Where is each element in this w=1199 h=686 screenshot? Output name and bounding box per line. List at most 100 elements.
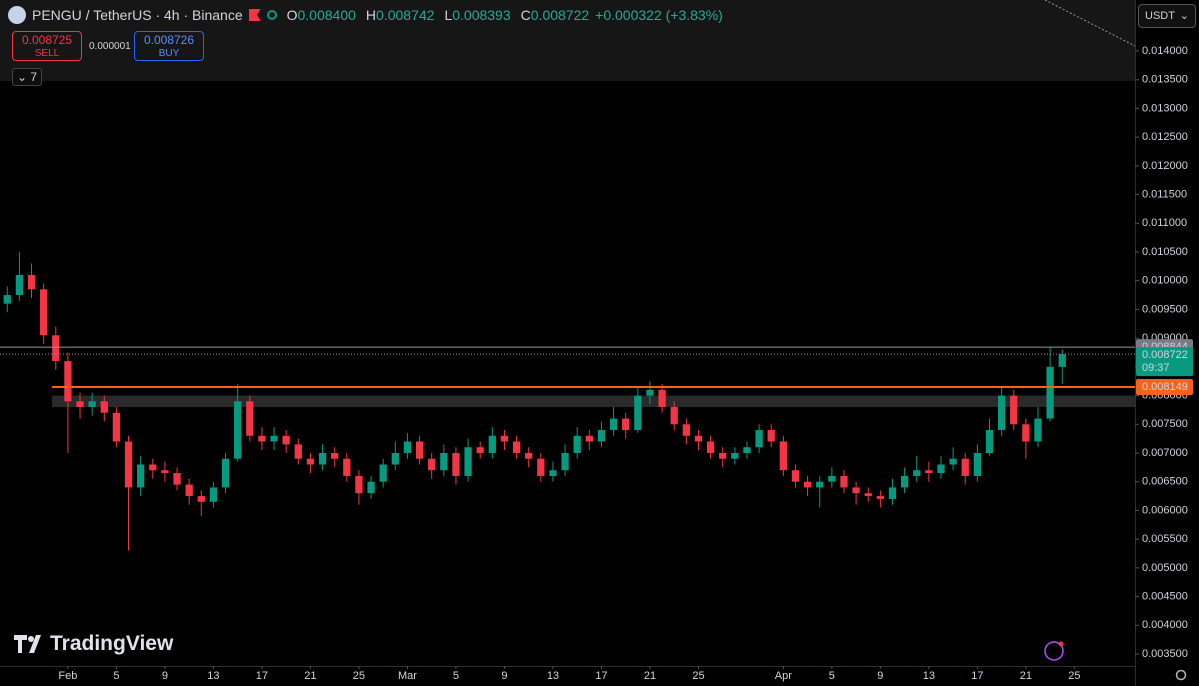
y-tick-label: 0.006500 bbox=[1142, 476, 1188, 488]
c-value: 0.008722 bbox=[530, 7, 590, 23]
buy-button[interactable]: 0.008726 BUY bbox=[134, 31, 204, 61]
candle-body bbox=[88, 401, 96, 408]
candle-body bbox=[379, 464, 387, 482]
candle-body bbox=[609, 418, 618, 431]
candle-body bbox=[76, 401, 84, 408]
candle-body bbox=[15, 274, 24, 296]
candle-body bbox=[997, 395, 1006, 431]
x-tick-label: 21 bbox=[644, 670, 656, 682]
candle-body bbox=[197, 496, 205, 502]
candle-body bbox=[525, 452, 533, 459]
x-tick-label: 25 bbox=[353, 670, 365, 682]
candle-body bbox=[415, 441, 424, 459]
x-tick-label: 17 bbox=[595, 670, 607, 682]
brand-logo[interactable]: TradingView bbox=[14, 632, 173, 656]
candle-body bbox=[391, 452, 399, 465]
brand-icon bbox=[14, 635, 41, 653]
candle-body bbox=[64, 361, 72, 402]
y-tick-label: 0.007500 bbox=[1142, 418, 1188, 430]
trendline bbox=[1044, 0, 1136, 47]
price-tag bbox=[1136, 379, 1193, 396]
candle-body bbox=[719, 452, 727, 459]
candle-body bbox=[403, 441, 412, 453]
y-tick-label: 0.003500 bbox=[1142, 648, 1188, 660]
alert-badge bbox=[1058, 641, 1064, 647]
candle-body bbox=[694, 435, 703, 442]
candle-body bbox=[440, 452, 448, 471]
x-tick-label: 13 bbox=[207, 670, 219, 682]
candle-body bbox=[209, 487, 218, 502]
candle-body bbox=[731, 452, 739, 459]
sell-button[interactable]: 0.008725 SELL bbox=[12, 31, 82, 61]
candle-body bbox=[343, 458, 351, 476]
candle-body bbox=[476, 447, 484, 453]
candle-body bbox=[258, 435, 266, 442]
candle-body bbox=[124, 441, 133, 488]
candle-body bbox=[949, 458, 957, 465]
candle-body bbox=[706, 441, 715, 453]
candle-body bbox=[40, 289, 48, 336]
candle-body bbox=[464, 447, 472, 476]
candle-body bbox=[100, 401, 108, 413]
candle-body bbox=[634, 395, 642, 431]
x-tick-label: 5 bbox=[113, 670, 119, 682]
x-tick-label: 9 bbox=[501, 670, 507, 682]
o-value: 0.008400 bbox=[297, 7, 356, 23]
c-label: C bbox=[520, 7, 531, 23]
candle-body bbox=[488, 435, 496, 453]
candle-body bbox=[779, 441, 787, 471]
currency-select[interactable]: USDT ⌄ bbox=[1138, 4, 1196, 28]
y-tick-label: 0.005000 bbox=[1142, 562, 1188, 574]
x-tick-label: 13 bbox=[547, 670, 559, 682]
candle-body bbox=[791, 470, 800, 482]
candle-body bbox=[137, 464, 145, 488]
x-tick-label: 5 bbox=[829, 670, 835, 682]
candle-body bbox=[573, 435, 581, 453]
x-tick-label: 25 bbox=[1068, 670, 1080, 682]
indicators-toggle[interactable]: ⌄ 7 bbox=[12, 68, 42, 86]
y-tick-label: 0.013500 bbox=[1142, 74, 1188, 86]
candle-body bbox=[767, 430, 775, 442]
candle-body bbox=[306, 458, 315, 465]
candle-body bbox=[1010, 395, 1018, 425]
candle-body bbox=[585, 435, 593, 442]
candle-body bbox=[828, 475, 836, 482]
x-tick-label: 5 bbox=[453, 670, 459, 682]
x-tick-label: Apr bbox=[775, 670, 792, 682]
last-price-tag bbox=[1136, 347, 1193, 377]
symbol[interactable]: PENGU / TetherUS · 4h · Binance bbox=[32, 7, 243, 23]
buy-label: BUY bbox=[158, 48, 180, 59]
candle-body bbox=[670, 407, 678, 425]
candle-body bbox=[234, 401, 242, 459]
candle-body bbox=[597, 430, 606, 442]
candle-body bbox=[452, 452, 460, 476]
candle-body bbox=[500, 435, 509, 442]
spread: 0.000001 bbox=[89, 41, 131, 52]
o-label: O bbox=[286, 7, 298, 23]
flag[interactable] bbox=[248, 9, 261, 21]
y-tick-label: 0.005500 bbox=[1142, 533, 1188, 545]
candle-body bbox=[549, 470, 557, 476]
candle-body bbox=[112, 412, 121, 442]
candle-body bbox=[161, 470, 169, 474]
candle-body bbox=[355, 475, 363, 494]
h-label: H bbox=[365, 7, 377, 23]
last-price-label: 0.008722 bbox=[1142, 349, 1188, 361]
y-tick-label: 0.011500 bbox=[1142, 188, 1187, 200]
y-tick-label: 0.012500 bbox=[1142, 131, 1188, 143]
zone bbox=[52, 395, 1135, 408]
candle-body bbox=[816, 481, 824, 488]
candle-body bbox=[52, 335, 60, 362]
brand-name: TradingView bbox=[50, 632, 174, 655]
l-label: L bbox=[444, 7, 453, 23]
sell-price: 0.008725 bbox=[21, 33, 73, 47]
candle-body bbox=[864, 493, 872, 497]
candle-body bbox=[318, 452, 327, 465]
x-tick-label: 9 bbox=[162, 670, 168, 682]
y-tick-label: 0.006000 bbox=[1142, 504, 1188, 516]
candle-body bbox=[888, 487, 897, 499]
h-value: 0.008742 bbox=[376, 7, 435, 23]
market-status bbox=[266, 10, 277, 20]
